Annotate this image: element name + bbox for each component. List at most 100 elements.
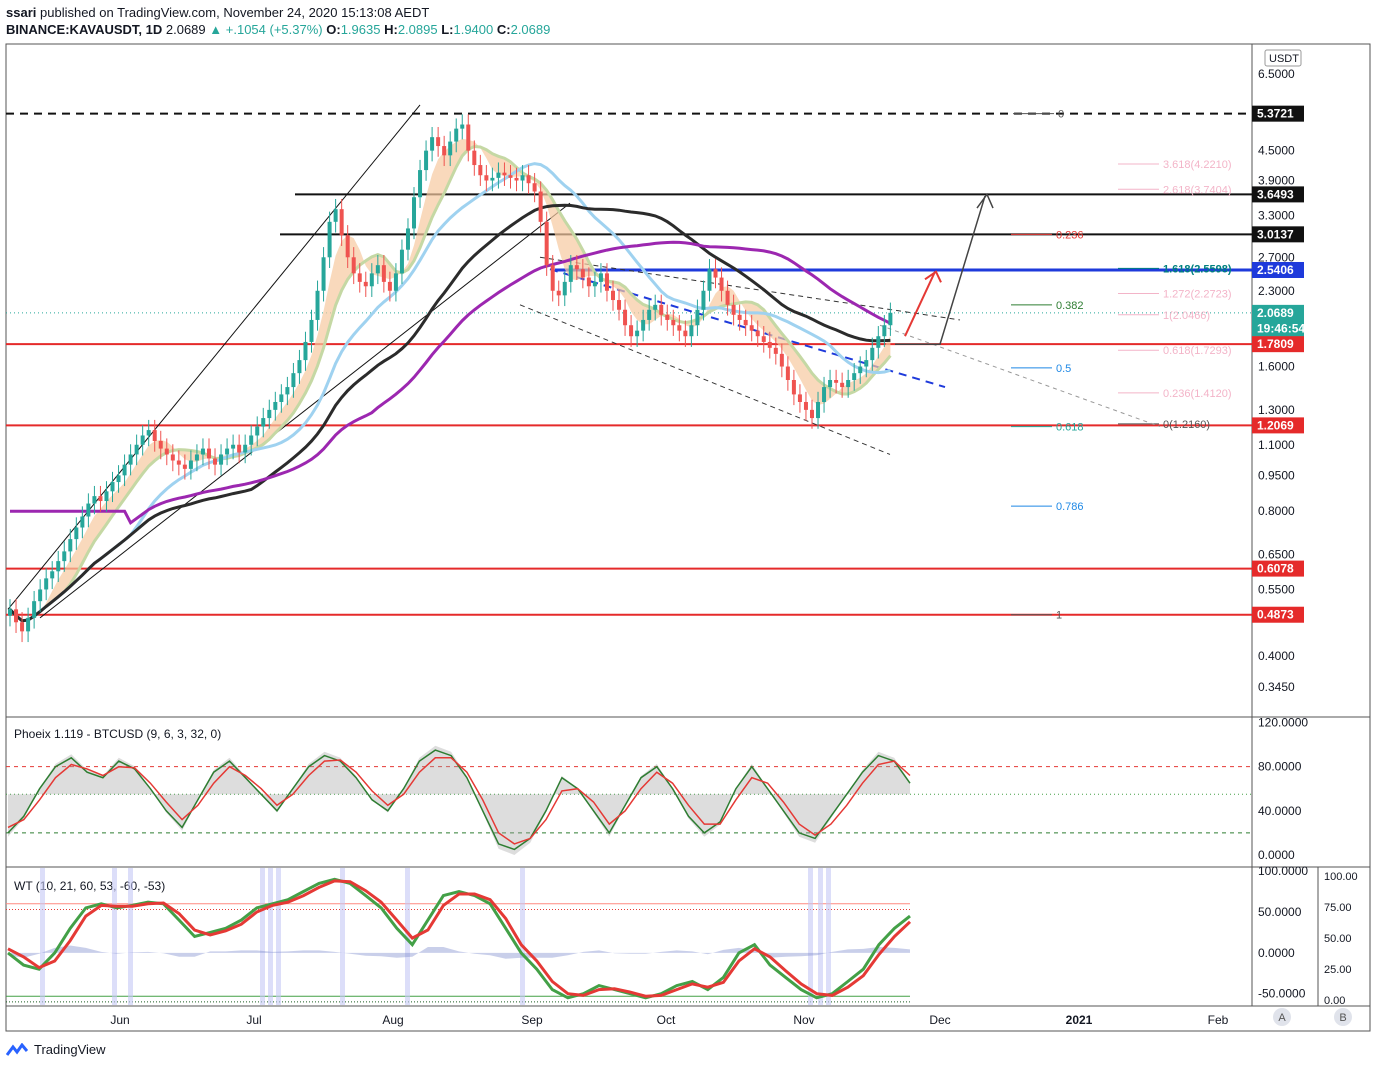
open-value: 1.9635 <box>340 22 381 37</box>
price-label-text: 1.2069 <box>1257 418 1294 432</box>
price-label-box <box>1252 226 1304 243</box>
candle-body <box>176 460 181 465</box>
price-tick-label: 0.6500 <box>1258 548 1295 562</box>
candle-body <box>803 401 808 410</box>
scale-toggle-label: A <box>1278 1012 1286 1024</box>
candle-body <box>146 430 151 436</box>
fib-level-label: 1(2.0466) <box>1163 310 1210 322</box>
purple-ma <box>10 240 892 526</box>
candle-body <box>381 265 386 282</box>
candle-body <box>291 373 296 388</box>
time-tick-label: Jun <box>110 1013 129 1027</box>
candle-body <box>448 141 453 156</box>
candle-body <box>231 444 236 449</box>
candle-body <box>213 458 218 465</box>
publisher-name[interactable]: ssari <box>6 5 37 20</box>
candle-body <box>32 601 37 618</box>
candle-body <box>399 249 404 274</box>
fib-level-label: 0.236 <box>1056 229 1084 241</box>
time-tick-label: Sep <box>521 1013 543 1027</box>
candle-body <box>56 561 61 572</box>
candle-body <box>122 464 127 476</box>
phoeix-tick-label: 0.0000 <box>1258 848 1295 862</box>
price-label-box <box>1252 261 1304 278</box>
price-label-box <box>1252 336 1304 353</box>
price-tick-label: 0.3450 <box>1258 680 1295 694</box>
candle-body <box>194 454 199 461</box>
candle-body <box>508 175 513 178</box>
light-blue-ma <box>8 162 891 623</box>
scale-toggle-button[interactable] <box>1334 1008 1352 1026</box>
candle-body <box>188 460 193 469</box>
time-tick-label: Feb <box>1208 1013 1229 1027</box>
chart-frame <box>5 43 1371 1032</box>
time-tick-label: Aug <box>382 1013 403 1027</box>
candle-body <box>261 418 266 427</box>
footer-brand[interactable]: TradingView <box>6 1042 106 1057</box>
candle-body <box>598 273 603 282</box>
target-arrow <box>904 271 936 337</box>
fib-level-label: 1.618(2.5598) <box>1163 263 1232 275</box>
candle-body <box>315 290 320 320</box>
price-tick-label: 3.9000 <box>1258 174 1295 188</box>
candle-body <box>556 290 561 296</box>
candle-body <box>484 175 489 181</box>
price-label-box <box>1252 105 1304 122</box>
candle-body <box>363 281 368 287</box>
candle-body <box>876 336 881 348</box>
candle-body <box>496 172 501 178</box>
wt-right-tick-label: 50.00 <box>1324 933 1352 945</box>
fib-level-label: 1 <box>1056 610 1062 622</box>
candle-body <box>297 360 302 374</box>
scale-toggle-button[interactable] <box>1273 1008 1291 1026</box>
candle-body <box>104 491 109 502</box>
candle-body <box>809 409 814 419</box>
phoeix-line-fast <box>7 749 911 851</box>
wt-highlight-band <box>40 868 45 1005</box>
wt-tick-label: 0.0000 <box>1258 946 1295 960</box>
phoeix-line-slow <box>7 757 911 845</box>
price-tick-label: 3.3000 <box>1258 208 1295 222</box>
candle-body <box>219 454 224 465</box>
wt-highlight-band <box>268 868 273 1005</box>
candle-body <box>653 304 658 310</box>
candle-body <box>592 281 597 287</box>
price-tick-label: 0.5500 <box>1258 582 1295 596</box>
candle-body <box>520 175 525 181</box>
candle-body <box>237 444 242 453</box>
candle-body <box>544 221 549 266</box>
candle-body <box>68 539 73 552</box>
symbol-name[interactable]: BINANCE:KAVAUSDT, 1D <box>6 22 163 37</box>
candle-body <box>749 325 754 331</box>
phoeix-tick-label: 120.0000 <box>1258 716 1308 730</box>
candle-body <box>345 235 350 258</box>
wt-highlight-band <box>808 868 813 1005</box>
candle-body <box>870 347 875 361</box>
candle-body <box>8 609 12 616</box>
candle-body <box>225 448 230 455</box>
candle-body <box>514 177 519 181</box>
candle-body <box>26 617 31 632</box>
chart-canvas[interactable]: 6.5000 4.5000 3.9000 3.3000 2.7000 2.3000 1.60… <box>0 0 1377 1040</box>
candle-body <box>671 319 676 326</box>
candle-body <box>683 330 688 337</box>
candle-body <box>713 269 718 278</box>
candle-body <box>62 551 67 562</box>
candle-body <box>767 341 772 348</box>
wt-histogram <box>8 945 910 959</box>
price-label-text: 2.0689 <box>1257 306 1294 320</box>
price-label-text: 3.0137 <box>1257 227 1294 241</box>
candle-body <box>375 265 380 274</box>
candle-body <box>369 273 374 287</box>
arrow-head <box>976 192 994 209</box>
candle-body <box>152 430 157 441</box>
candle-body <box>279 394 284 402</box>
brand-name: TradingView <box>34 1042 106 1057</box>
price-tick-label: 1.1000 <box>1258 438 1295 452</box>
fib-level-label: 0.618 <box>1056 422 1084 434</box>
phoeix-area <box>8 745 910 855</box>
candle-body <box>267 409 272 419</box>
price-label-box <box>1252 417 1304 434</box>
fib-level-label: 1.272(2.2723) <box>1163 289 1232 301</box>
ema-ribbon <box>10 138 891 621</box>
